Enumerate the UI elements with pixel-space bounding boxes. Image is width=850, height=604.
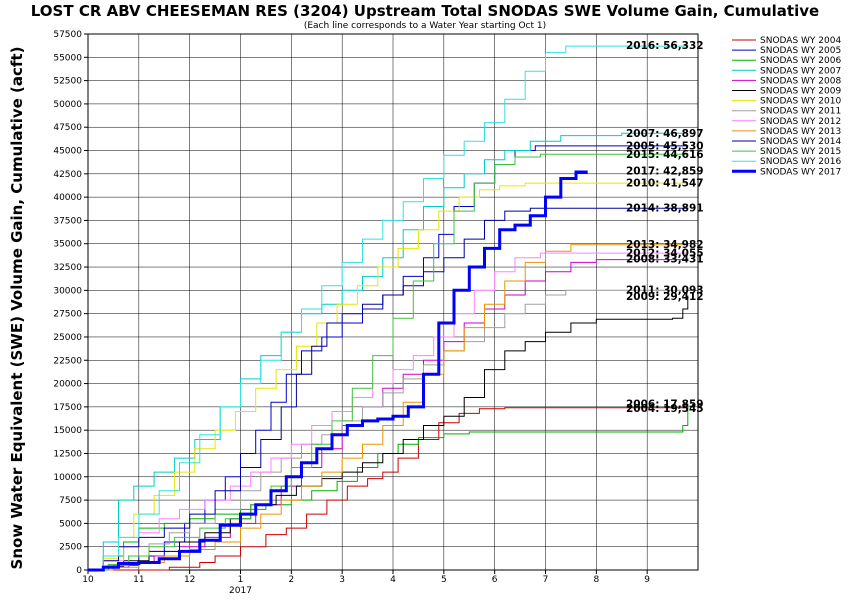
series-end-label: 2007: 46,897 [626,128,704,140]
y-axis-ticks: 0 2500 5000 7500 10000 12500 15000 17500 20000 22… [53,30,88,576]
y-tick-label: 35000 [53,240,82,250]
legend-entry: SNODAS WY 2011 [760,107,841,117]
x-tick-label: 12 [184,575,195,585]
series-line-snodas-wy-2006 [88,403,689,571]
y-tick-label: 45000 [53,147,82,157]
y-tick-label: 12500 [53,449,82,459]
y-tick-label: 27500 [53,310,82,320]
y-tick-label: 47500 [53,123,82,133]
series-line-snodas-wy-2014 [88,207,689,571]
series-end-label: 2004: 19,545 [626,403,704,415]
series-end-label: 2013: 34,982 [626,239,704,251]
legend-entry: SNODAS WY 2007 [760,66,841,76]
y-tick-label: 0 [76,566,82,576]
legend-entry: SNODAS WY 2005 [760,46,841,56]
x-tick-label: 9 [644,575,650,585]
series-line-snodas-wy-2007 [88,132,689,571]
chart-title: LOST CR ABV CHEESEMAN RES (3204) Upstrea… [31,2,819,20]
legend-entry: SNODAS WY 2010 [760,97,841,107]
legend-entry: SNODAS WY 2013 [760,127,841,137]
y-tick-label: 37500 [53,216,82,226]
y-tick-label: 5000 [59,519,82,529]
y-tick-label: 32500 [53,263,82,273]
y-tick-label: 2500 [59,543,82,553]
series-line-snodas-wy-2004 [88,407,688,571]
series-end-labels: 2004: 19,545 2005: 45,530 2006: 17,859 2007… [626,40,704,415]
y-axis-label: Snow Water Equivalent (SWE) Volume Gain,… [8,47,26,570]
x-tick-label: 5 [441,575,447,585]
x-tick-label: 7 [543,575,549,585]
series-line-snodas-wy-2009 [88,295,689,571]
y-tick-label: 57500 [53,30,82,40]
series-end-label: 2017: 42,859 [626,165,704,177]
x-tick-label: 8 [593,575,599,585]
series-end-label: 2015: 44,616 [626,149,704,161]
y-tick-label: 15000 [53,426,82,436]
series-line-snodas-wy-2016 [88,44,689,571]
y-tick-label: 25000 [53,333,82,343]
series-end-label: 2008: 33,431 [626,253,704,265]
y-tick-label: 55000 [53,53,82,63]
legend-entry: SNODAS WY 2017 [760,167,841,177]
legend-entry: SNODAS WY 2009 [760,87,841,97]
y-tick-label: 30000 [53,286,82,296]
series-lines [88,44,689,572]
x-tick-label: 10 [82,575,94,585]
series-end-label: 2006: 17,859 [626,399,704,411]
series-line-snodas-wy-2015 [88,153,689,571]
series-end-label: 2010: 41,547 [626,178,704,190]
y-tick-label: 52500 [53,77,82,87]
y-tick-label: 22500 [53,356,82,366]
x-tick-label: 3 [339,575,345,585]
series-end-label: 2011: 30,093 [626,284,704,296]
legend-entry: SNODAS WY 2014 [760,137,841,147]
y-tick-label: 50000 [53,100,82,110]
x-tick-label: 11 [133,575,144,585]
series-end-label: 2012: 34,055 [626,248,704,260]
y-tick-label: 40000 [53,193,82,203]
x-axis-year-label: 2017 [229,586,252,596]
x-axis-ticks: 10 11 12 1 2 3 4 5 6 7 8 9 [82,570,650,585]
y-tick-label: 17500 [53,403,82,413]
legend-entry: SNODAS WY 2006 [760,56,841,66]
legend-entry: SNODAS WY 2004 [760,36,841,46]
series-line-snodas-wy-2012 [88,252,689,571]
chart-subtitle: (Each line corresponds to a Water Year s… [304,21,546,31]
series-end-label: 2016: 56,332 [626,40,704,52]
x-tick-label: 4 [390,575,396,585]
legend-entry: SNODAS WY 2012 [760,117,841,127]
y-tick-label: 20000 [53,380,82,390]
y-tick-label: 10000 [53,473,82,483]
legend-entry: SNODAS WY 2016 [760,157,841,167]
series-end-label: 2005: 45,530 [626,141,704,153]
y-tick-label: 7500 [59,496,82,506]
series-line-snodas-wy-2010 [88,182,689,571]
x-tick-label: 1 [238,575,244,585]
series-end-label: 2009: 29,412 [626,291,704,303]
legend-entry: SNODAS WY 2008 [760,76,841,86]
x-tick-label: 2 [288,575,294,585]
series-end-label: 2014: 38,891 [626,202,704,214]
x-tick-label: 6 [492,575,498,585]
series-line-snodas-wy-2005 [88,145,689,571]
legend-entry: SNODAS WY 2015 [760,147,841,157]
series-line-snodas-wy-2017 [88,170,588,572]
y-tick-label: 42500 [53,170,82,180]
